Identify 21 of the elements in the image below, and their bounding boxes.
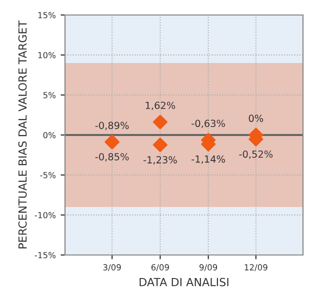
x-tick-label: 6/09 (151, 264, 169, 272)
data-label: -0,85% (95, 153, 129, 162)
x-tick-label: 12/09 (244, 264, 268, 272)
x-tick-label: 3/09 (103, 264, 121, 272)
data-label: 0% (248, 114, 264, 122)
data-label: -0,63% (192, 120, 225, 128)
y-axis-title: PERCENTUALE BIAS DAL VALORE TARGET (18, 20, 27, 248)
data-label: -0,52% (239, 150, 273, 159)
y-tick-label: -10% (34, 212, 56, 218)
x-axis-title: DATA DI ANALISI (140, 278, 228, 286)
data-label: -1,23% (143, 156, 177, 164)
y-tick-label: -15% (34, 252, 56, 258)
data-label: -0,89% (95, 122, 129, 130)
x-tick-label: 9/09 (199, 264, 218, 272)
y-tick-label: 5% (43, 92, 56, 98)
y-tick-label: 0% (43, 132, 56, 138)
y-tick-label: 15% (38, 12, 56, 18)
y-tick-label: -5% (40, 172, 56, 178)
data-label: -1,14% (192, 155, 225, 164)
y-tick-label: 10% (38, 52, 56, 58)
data-label: 1,62% (146, 102, 176, 110)
